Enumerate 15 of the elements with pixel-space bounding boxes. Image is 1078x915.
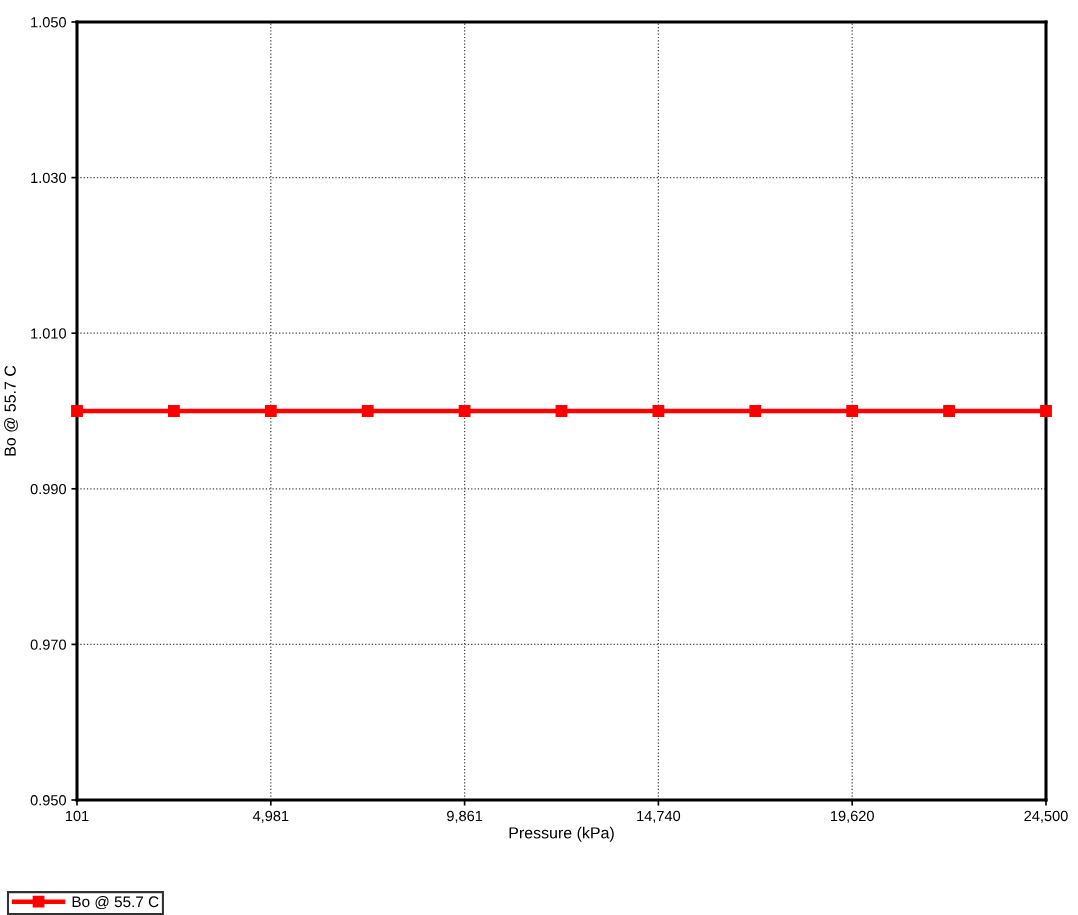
y-tick-label: 1.050: [31, 17, 67, 28]
x-tick-label: 19,620: [831, 810, 874, 823]
y-axis-title: Bo @ 55.7 C: [4, 365, 18, 456]
x-axis-title: Pressure (kPa): [509, 826, 614, 842]
x-tick-label: 9,861: [447, 810, 483, 823]
y-tick-label: 0.970: [30, 639, 67, 650]
x-tick-label: 4,981: [252, 810, 289, 823]
x-tick-label: 24,500: [1024, 810, 1068, 823]
y-tick-label: 1.010: [31, 328, 67, 339]
y-tick-label: 0.950: [30, 795, 67, 806]
y-tick-label: 0.990: [30, 483, 67, 495]
y-tick-label: 1.030: [31, 172, 67, 184]
x-tick-label: 14,740: [637, 810, 681, 823]
x-tick-label: 101: [65, 810, 89, 822]
legend-label: Bo @ 55.7 C: [72, 895, 159, 910]
